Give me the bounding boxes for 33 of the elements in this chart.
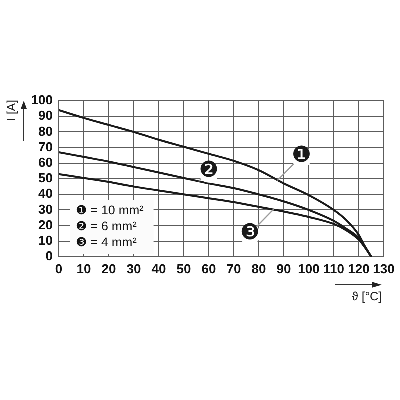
series-label: ❸ [240,220,260,246]
x-tick-label: 90 [276,261,292,276]
y-tick-label: 80 [38,124,53,139]
annotation: ❷ = 6 mm² [76,219,137,234]
x-tick-label: 20 [102,261,116,276]
series-label: ❶ [292,142,312,168]
y-tick-label: 30 [38,202,53,217]
series-label: ❷ [199,158,219,184]
x-tick-label: 50 [176,261,192,276]
x-axis-title: ϑ [°C] [352,289,382,304]
x-tick-label: 30 [126,261,142,276]
x-tick-label: 70 [226,261,242,276]
annotation: ❸ = 4 mm² [76,235,137,250]
x-tick-label: 120 [348,261,370,276]
y-axis-title: I [A] [4,100,18,122]
x-tick-label: 10 [76,261,92,276]
x-tick-label: 80 [252,261,266,276]
x-tick-label: 0 [55,261,63,276]
y-tick-label: 20 [38,217,53,232]
x-tick-label: 40 [152,261,166,276]
x-tick-label: 130 [373,261,395,276]
x-tick-label: 110 [324,261,344,276]
y-tick-label: 10 [38,232,53,248]
y-tick-label: 50 [38,170,53,186]
y-tick-label: 40 [38,186,53,202]
annotation: ❶ = 10 mm² [76,203,144,218]
y-tick-label: 70 [38,139,53,154]
y-tick-label: 90 [38,108,53,124]
x-tick-label: 100 [298,261,320,276]
y-tick-label: 60 [38,154,53,170]
y-tick-label: 0 [46,248,53,264]
x-tick-label: 60 [202,261,216,276]
y-tick-label: 100 [31,92,53,108]
